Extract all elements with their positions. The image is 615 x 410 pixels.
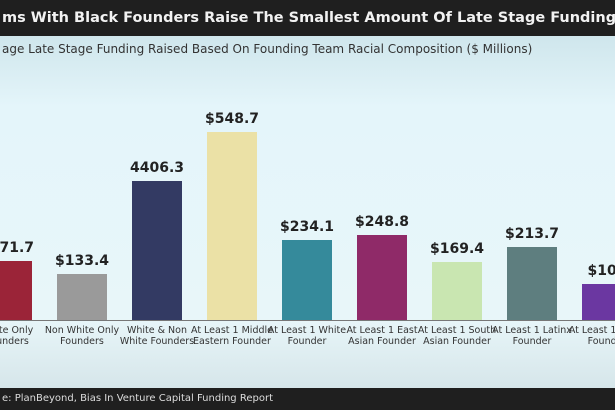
bar — [507, 246, 557, 320]
category-label: At Least 1 South Asian Founder — [417, 325, 497, 347]
category-label: White & Non White Founders — [119, 325, 195, 347]
chart-subtitle: age Late Stage Funding Raised Based On F… — [2, 42, 533, 56]
value-label: $248.8 — [354, 213, 410, 230]
value-label: $548.7 — [204, 111, 260, 127]
value-label: $133.4 — [54, 253, 110, 270]
bar — [132, 180, 182, 320]
value-label: $104 — [587, 263, 615, 280]
category-label: At Least 1 Black Founder — [568, 325, 615, 347]
category-label: Non White Only Founders — [44, 325, 120, 347]
category-label: At Least 1 Middle Eastern Founder — [190, 325, 273, 347]
category-label: At Least 1 East Asian Founder — [346, 325, 418, 347]
category-label: At Least 1 White Founder — [267, 325, 347, 347]
value-label: $171.7 — [0, 240, 35, 257]
value-label: $234.1 — [279, 218, 335, 235]
bar — [582, 284, 615, 320]
bar — [207, 132, 257, 320]
value-label: 4406.3 — [129, 159, 185, 176]
bar — [432, 261, 482, 320]
bar — [0, 261, 32, 320]
chart-title: ms With Black Founders Raise The Smalles… — [0, 0, 615, 36]
category-label: White Only Founders — [0, 325, 34, 347]
bar — [357, 234, 407, 320]
bar — [57, 274, 107, 320]
plot-area: age Late Stage Funding Raised Based On F… — [0, 36, 615, 388]
value-label: $213.7 — [504, 225, 560, 242]
value-label: $169.4 — [429, 240, 485, 257]
category-label: At Least 1 Latinx Founder — [492, 325, 572, 347]
source-footer: e: PlanBeyond, Bias In Venture Capital F… — [0, 388, 615, 410]
bar — [282, 239, 332, 320]
x-axis-line — [0, 320, 615, 321]
